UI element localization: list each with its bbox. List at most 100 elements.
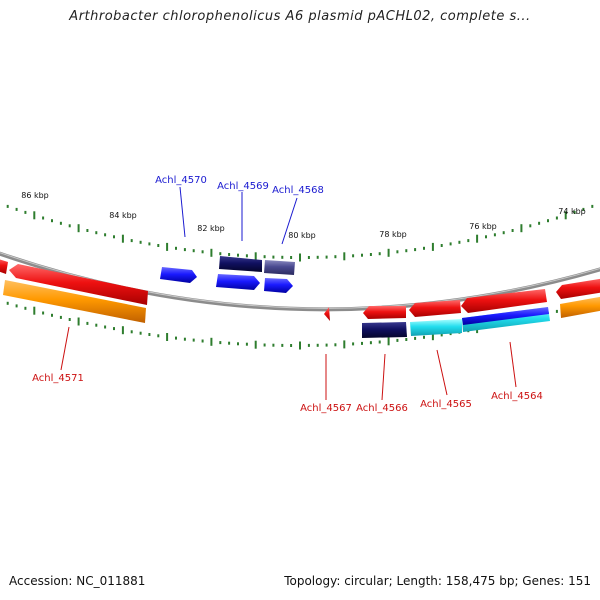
minor-tick — [325, 255, 328, 259]
gene-arrow[interactable] — [264, 260, 295, 275]
minor-tick — [68, 224, 71, 228]
minor-tick — [6, 301, 9, 305]
gene-arrow[interactable] — [560, 296, 600, 318]
minor-tick — [24, 306, 27, 310]
minor-tick — [591, 204, 594, 208]
major-tick — [564, 211, 567, 220]
gene-label[interactable]: Achl_4564 — [491, 391, 543, 402]
minor-tick — [113, 235, 115, 239]
forward-genes — [160, 256, 295, 293]
gene-arrow[interactable] — [462, 307, 549, 325]
gene-label[interactable]: Achl_4567 — [300, 403, 352, 414]
length-label: Length: — [396, 574, 442, 588]
minor-tick — [237, 253, 239, 257]
minor-tick — [113, 327, 115, 331]
minor-tick — [325, 343, 328, 347]
minor-tick — [307, 343, 310, 347]
accession-label: Accession: — [9, 574, 73, 588]
minor-tick — [414, 336, 417, 340]
gene-arrow[interactable] — [362, 322, 407, 338]
minor-tick — [237, 342, 239, 346]
gene-arrow[interactable] — [216, 274, 260, 290]
minor-tick — [95, 323, 98, 327]
minor-tick — [59, 221, 62, 225]
major-tick — [299, 253, 301, 262]
gene-arrow[interactable] — [363, 306, 406, 319]
topology-label: Topology: — [284, 574, 341, 588]
minor-tick — [245, 342, 248, 346]
genes-label: Genes: — [522, 574, 565, 588]
major-tick — [121, 234, 124, 243]
minor-tick — [511, 229, 514, 232]
map-title: Arthrobacter chlorophenolicus A6 plasmid… — [69, 9, 531, 24]
gene-arrow[interactable] — [264, 278, 293, 293]
minor-tick — [263, 255, 266, 259]
gene-arrow[interactable] — [3, 280, 146, 323]
gene-arrow[interactable] — [324, 307, 330, 321]
gene-label[interactable]: Achl_4570 — [155, 175, 207, 186]
minor-tick — [68, 318, 71, 321]
minor-tick — [352, 254, 355, 258]
minor-tick — [201, 339, 204, 343]
minor-tick — [228, 253, 231, 256]
major-tick — [33, 306, 36, 315]
gene-label[interactable]: Achl_4566 — [356, 403, 408, 414]
gene-arrow[interactable] — [0, 258, 8, 274]
gene-leader-lines — [60, 186, 517, 401]
leader-line — [509, 341, 517, 388]
minor-tick — [414, 248, 417, 252]
gene-arrow[interactable] — [9, 264, 148, 305]
tick-label: 84 kbp — [109, 211, 137, 220]
minor-tick — [281, 343, 284, 347]
minor-tick — [334, 343, 337, 347]
minor-tick — [582, 207, 585, 211]
minor-tick — [15, 207, 18, 211]
minor-tick — [423, 246, 425, 250]
major-tick — [431, 332, 434, 341]
minor-tick — [449, 242, 452, 246]
major-tick — [121, 326, 124, 335]
tick-label: 74 kbp — [558, 207, 586, 216]
minor-tick — [369, 253, 372, 256]
major-tick — [299, 341, 301, 350]
minor-tick — [458, 240, 461, 244]
minor-tick — [573, 210, 576, 214]
gene-label[interactable]: Achl_4569 — [217, 181, 269, 192]
accession-value: NC_011881 — [76, 574, 146, 588]
tick-label: 80 kbp — [288, 231, 316, 240]
tick-label: 82 kbp — [197, 224, 225, 233]
minor-tick — [15, 304, 18, 308]
minor-tick — [405, 338, 408, 341]
minor-tick — [485, 235, 487, 239]
minor-tick — [378, 252, 381, 256]
gene-labels: Achl_4570 Achl_4569 Achl_4568 Achl_4571 … — [32, 175, 543, 414]
gene-arrow[interactable] — [461, 289, 547, 313]
minor-tick — [24, 210, 27, 214]
major-tick — [343, 340, 346, 349]
minor-tick — [272, 255, 275, 259]
minor-tick — [281, 255, 284, 259]
gene-arrow[interactable] — [556, 278, 600, 299]
minor-tick — [157, 334, 160, 338]
gene-label[interactable]: Achl_4571 — [32, 373, 84, 384]
tick-marks — [6, 204, 594, 350]
minor-tick — [59, 315, 62, 319]
minor-tick — [263, 343, 266, 347]
minor-tick — [95, 231, 98, 235]
reverse-genes — [0, 258, 600, 338]
major-tick — [476, 234, 479, 243]
genes-value: 151 — [568, 574, 591, 588]
major-tick — [77, 224, 80, 233]
minor-tick — [307, 256, 310, 259]
gene-arrow[interactable] — [410, 319, 462, 336]
gene-arrow[interactable] — [160, 267, 197, 283]
gene-arrow[interactable] — [409, 300, 461, 317]
gene-label[interactable]: Achl_4565 — [420, 399, 472, 410]
accession-info: Accession: NC_011881 — [9, 574, 145, 588]
gene-arrow[interactable] — [219, 256, 262, 272]
minor-tick — [245, 254, 248, 258]
minor-tick — [396, 250, 399, 254]
major-tick — [210, 337, 213, 346]
gene-label[interactable]: Achl_4568 — [272, 185, 324, 196]
